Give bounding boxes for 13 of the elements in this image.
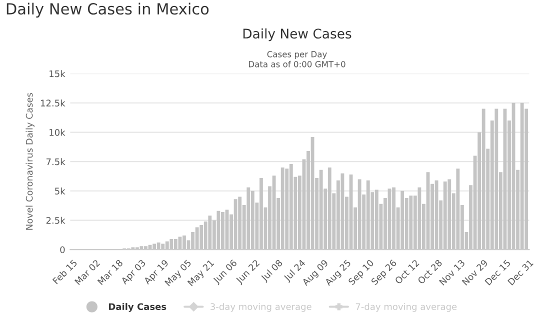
y-tick-label: 5k xyxy=(55,188,66,194)
y-tick-label: 7.5k xyxy=(46,158,66,166)
y-tick-label: 10k xyxy=(50,128,66,136)
y-tick-label: 2.5k xyxy=(46,216,66,224)
x-tick-label: Jul 08 xyxy=(260,259,284,283)
text: Daily New Cases in Mexico xyxy=(6,2,209,18)
y-tick-label: 12.5k xyxy=(41,100,66,106)
y-tick-label: 15k xyxy=(50,70,66,78)
y-axis-title: Novel Coronavirus Daily Cases xyxy=(26,93,34,230)
chart-subtitle: Cases per Day Data as of 0:00 GMT+0 xyxy=(248,51,346,68)
legend-label: Daily Cases xyxy=(109,303,166,312)
y-tick-label: 0 xyxy=(60,246,65,254)
chart-title: Daily New Cases xyxy=(243,28,352,42)
